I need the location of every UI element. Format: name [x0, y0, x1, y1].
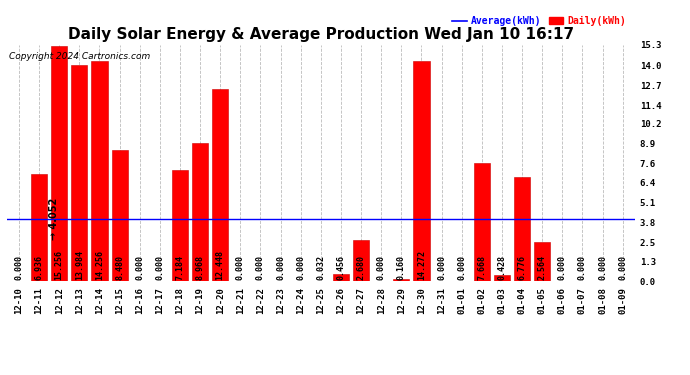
Text: 6.936: 6.936	[34, 255, 43, 280]
Bar	[31, 174, 47, 281]
Bar	[534, 242, 551, 281]
Text: 0.000: 0.000	[14, 255, 23, 280]
Text: 0.000: 0.000	[236, 255, 245, 280]
Text: 0.000: 0.000	[296, 255, 305, 280]
Text: 0.000: 0.000	[618, 255, 627, 280]
Text: 0.000: 0.000	[457, 255, 466, 280]
Text: 0.032: 0.032	[316, 255, 326, 280]
Bar	[192, 143, 208, 281]
Text: 0.160: 0.160	[397, 255, 406, 280]
Bar	[51, 46, 68, 281]
Text: 2.564: 2.564	[538, 255, 546, 280]
Text: 2.680: 2.680	[357, 255, 366, 280]
Text: 0.428: 0.428	[497, 255, 506, 280]
Bar	[393, 279, 409, 281]
Title: Daily Solar Energy & Average Production Wed Jan 10 16:17: Daily Solar Energy & Average Production …	[68, 27, 574, 42]
Text: 13.984: 13.984	[75, 251, 84, 280]
Bar	[333, 274, 349, 281]
Text: 0.000: 0.000	[598, 255, 607, 280]
Bar	[494, 274, 510, 281]
Text: 14.272: 14.272	[417, 251, 426, 280]
Bar	[172, 170, 188, 281]
Text: 0.000: 0.000	[558, 255, 567, 280]
Bar	[474, 163, 490, 281]
Text: 6.776: 6.776	[518, 255, 526, 280]
Text: 0.000: 0.000	[578, 255, 587, 280]
Text: 12.448: 12.448	[216, 251, 225, 280]
Legend: Average(kWh), Daily(kWh): Average(kWh), Daily(kWh)	[448, 12, 630, 30]
Text: 0.000: 0.000	[437, 255, 446, 280]
Bar	[514, 177, 530, 281]
Text: 0.000: 0.000	[276, 255, 285, 280]
Bar	[353, 240, 369, 281]
Text: 0.000: 0.000	[256, 255, 265, 280]
Text: 0.000: 0.000	[155, 255, 164, 280]
Text: Copyright 2024 Cartronics.com: Copyright 2024 Cartronics.com	[9, 52, 150, 61]
Bar	[71, 65, 88, 281]
Text: 0.456: 0.456	[337, 255, 346, 280]
Text: 8.968: 8.968	[195, 255, 205, 280]
Bar	[91, 61, 108, 281]
Bar	[112, 150, 128, 281]
Text: 14.256: 14.256	[95, 251, 104, 280]
Text: ← 4.052: ← 4.052	[0, 374, 1, 375]
Bar	[213, 89, 228, 281]
Text: 7.668: 7.668	[477, 255, 486, 280]
Text: 0.000: 0.000	[135, 255, 144, 280]
Text: 7.184: 7.184	[175, 255, 184, 280]
Text: → 4.052: → 4.052	[49, 198, 59, 240]
Text: 15.256: 15.256	[55, 251, 63, 280]
Text: 0.000: 0.000	[377, 255, 386, 280]
Text: 8.480: 8.480	[115, 255, 124, 280]
Bar	[413, 61, 430, 281]
